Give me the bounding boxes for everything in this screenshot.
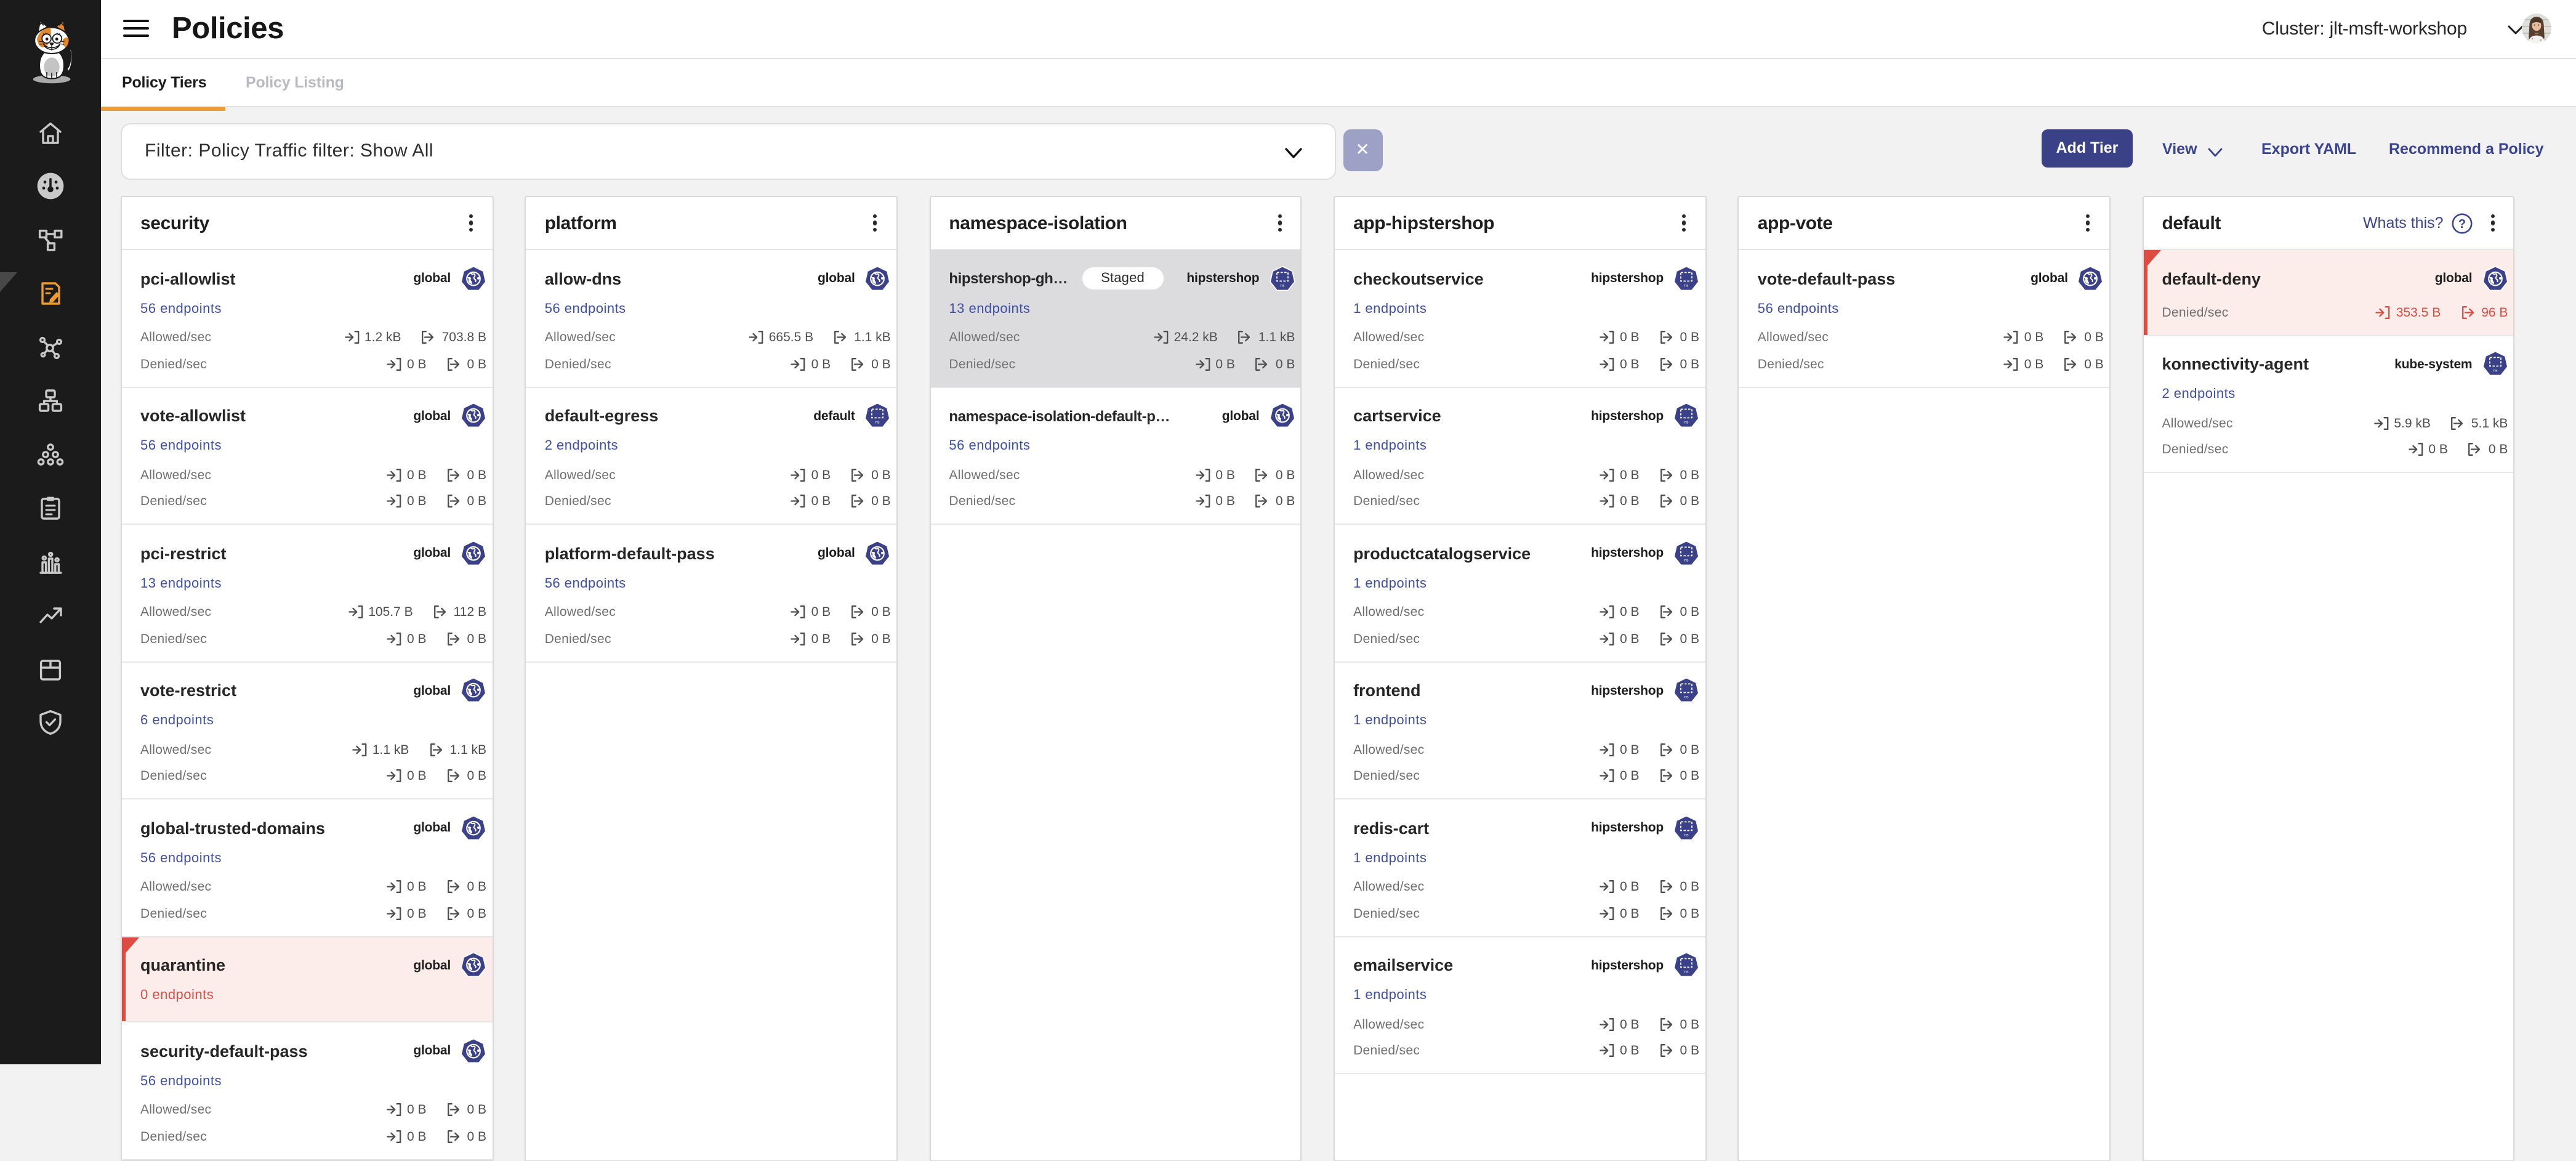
svg-text:ns: ns	[1684, 283, 1689, 288]
svg-text:ns: ns	[1280, 283, 1285, 288]
svg-text:ns: ns	[1684, 421, 1689, 425]
svg-text:ns: ns	[1684, 558, 1689, 562]
svg-text:ns: ns	[1684, 970, 1689, 974]
svg-text:ns: ns	[1684, 833, 1689, 837]
svg-text:ns: ns	[875, 421, 880, 425]
svg-text:ns: ns	[1684, 695, 1689, 700]
svg-text:?: ?	[2458, 217, 2466, 230]
svg-text:ns: ns	[2493, 369, 2498, 373]
